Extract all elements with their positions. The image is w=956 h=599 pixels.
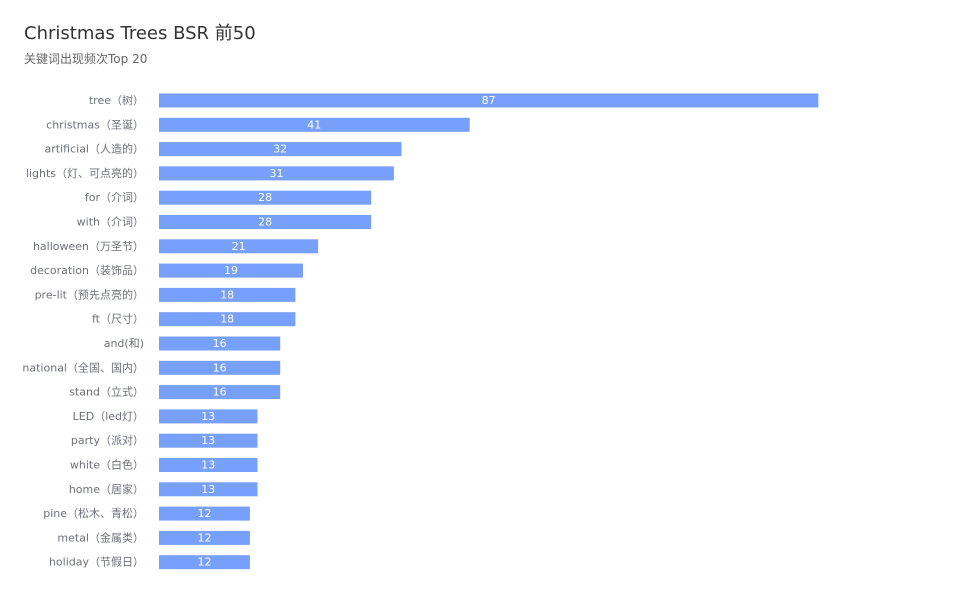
value-label-3: 31: [270, 167, 284, 180]
bars-group: [159, 93, 819, 570]
chart-title: Christmas Trees BSR 前50: [24, 23, 256, 44]
bar-5[interactable]: [159, 215, 372, 229]
value-label-0: 87: [482, 94, 496, 107]
value-label-9: 18: [220, 313, 234, 326]
value-label-8: 18: [220, 288, 234, 301]
value-label-13: 13: [201, 410, 215, 423]
bar-12[interactable]: [159, 385, 281, 400]
value-label-2: 32: [273, 143, 287, 156]
value-labels-group: 87 41 32 31 28 28 21 19 18 18 16 16 16 13 13 13 13 12 12 12: [198, 94, 496, 569]
category-label-10: and(和): [104, 337, 144, 350]
value-label-19: 12: [198, 556, 212, 569]
value-label-10: 16: [213, 337, 227, 350]
value-label-5: 28: [258, 216, 272, 229]
category-label-11: national（全国、国内）: [22, 360, 144, 374]
bar-7[interactable]: [159, 263, 303, 278]
category-label-18: metal（金属类）: [57, 530, 144, 544]
category-label-0: tree（树）: [89, 93, 144, 107]
category-label-2: artificial（人造的）: [45, 142, 144, 156]
bar-4[interactable]: [159, 190, 372, 205]
bar-2[interactable]: [159, 142, 402, 157]
value-label-15: 13: [201, 459, 215, 472]
bar-3[interactable]: [159, 166, 394, 181]
bar-6[interactable]: [159, 239, 319, 254]
bar-19[interactable]: [159, 555, 250, 570]
category-label-15: white（白色）: [70, 458, 144, 472]
category-label-4: for（介词）: [85, 191, 144, 204]
bar-8[interactable]: [159, 287, 296, 302]
category-labels-group: tree（树） christmas（圣诞） artificial（人造的） light…: [22, 93, 144, 569]
bar-9[interactable]: [159, 312, 296, 327]
value-label-12: 16: [213, 386, 227, 399]
category-label-14: party（派对）: [71, 433, 144, 447]
bar-14[interactable]: [159, 433, 258, 448]
value-label-4: 28: [258, 191, 272, 204]
category-label-1: christmas（圣诞）: [46, 117, 144, 131]
bar-17[interactable]: [159, 506, 250, 521]
category-label-19: holiday（节假日）: [49, 555, 144, 569]
category-label-16: home（居家）: [69, 482, 144, 496]
value-label-7: 19: [224, 264, 238, 277]
category-label-12: stand（立式）: [69, 385, 144, 399]
value-label-17: 12: [198, 507, 212, 520]
category-label-8: pre-lit（预先点亮的）: [35, 287, 144, 301]
bar-15[interactable]: [159, 458, 258, 472]
bar-18[interactable]: [159, 530, 250, 545]
value-label-16: 13: [201, 483, 215, 496]
bar-16[interactable]: [159, 482, 258, 497]
value-label-6: 21: [232, 240, 246, 253]
bar-11[interactable]: [159, 360, 281, 375]
bar-13[interactable]: [159, 409, 258, 424]
category-label-5: with（介词）: [77, 216, 144, 229]
value-label-14: 13: [201, 434, 215, 447]
category-label-7: decoration（装饰品）: [30, 263, 144, 277]
category-label-13: LED（led灯）: [73, 410, 144, 423]
value-label-18: 12: [198, 531, 212, 544]
category-label-17: pine（松木、青松）: [43, 506, 144, 520]
bar-1[interactable]: [159, 117, 470, 132]
category-label-3: lights（灯、可点亮的）: [26, 166, 144, 180]
value-label-1: 41: [307, 118, 321, 131]
chart-subtitle: 关键词出现频次Top 20: [24, 52, 148, 66]
bar-0[interactable]: [159, 93, 819, 108]
bar-10[interactable]: [159, 336, 281, 351]
category-label-9: ft（尺寸）: [92, 312, 144, 326]
category-label-6: halloween（万圣节）: [33, 240, 144, 253]
value-label-11: 16: [213, 361, 227, 374]
